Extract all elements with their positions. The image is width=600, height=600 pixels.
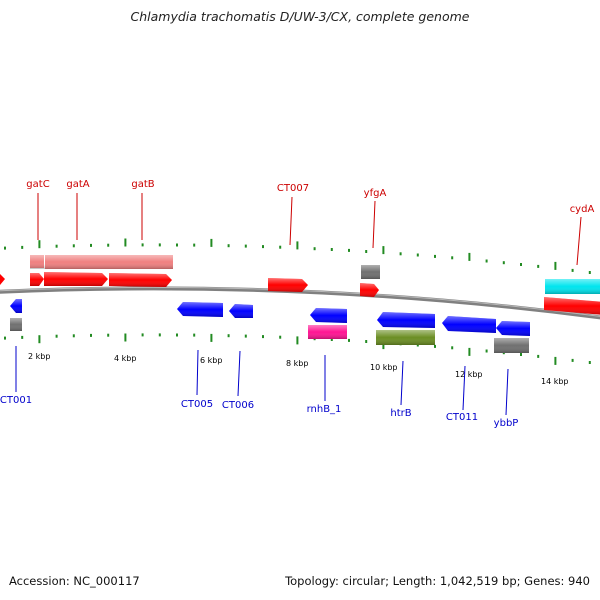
- outer-tick-row: [4, 238, 591, 274]
- scale-label-2kbp: 2 kbp: [28, 352, 50, 361]
- forward-features: [0, 255, 600, 315]
- map-title: Chlamydia trachomatis D/UW-3/CX, complet…: [130, 9, 470, 24]
- gene-arrow-left-edge: [0, 274, 5, 285]
- scale-label-4kbp: 4 kbp: [114, 354, 136, 363]
- gene-label-yfgA[interactable]: yfgA: [364, 188, 387, 199]
- forward-leader-lines: [37, 193, 582, 266]
- accession-text: Accession: NC_000117: [9, 574, 140, 588]
- genome-stats-text: Topology: circular; Length: 1,042,519 bp…: [285, 574, 590, 588]
- gene-label-CT005[interactable]: CT005: [181, 399, 213, 410]
- reverse-features: [10, 299, 530, 353]
- gene-label-gatA[interactable]: gatA: [66, 179, 89, 190]
- gene-label-CT001[interactable]: CT001: [0, 395, 32, 406]
- gene-label-gatB[interactable]: gatB: [131, 179, 154, 190]
- gene-label-CT006[interactable]: CT006: [222, 400, 254, 411]
- gene-label-cydA[interactable]: cydA: [570, 204, 595, 215]
- gene-label-CT007[interactable]: CT007: [277, 183, 309, 194]
- genome-backbone: [0, 286, 600, 320]
- scale-label-12kbp: 12 kbp: [455, 370, 483, 379]
- gene-label-rnhB_1[interactable]: rnhB_1: [307, 404, 342, 415]
- scale-label-6kbp: 6 kbp: [200, 356, 222, 365]
- gene-label-ybbP[interactable]: ybbP: [494, 418, 519, 429]
- gene-label-gatC[interactable]: gatC: [26, 179, 49, 190]
- scale-label-10kbp: 10 kbp: [370, 363, 398, 372]
- gene-label-CT011[interactable]: CT011: [446, 412, 478, 423]
- scale-label-14kbp: 14 kbp: [541, 377, 569, 386]
- scale-label-8kbp: 8 kbp: [286, 359, 308, 368]
- gene-label-htrB[interactable]: htrB: [390, 408, 411, 419]
- reverse-leader-lines: [15, 346, 509, 416]
